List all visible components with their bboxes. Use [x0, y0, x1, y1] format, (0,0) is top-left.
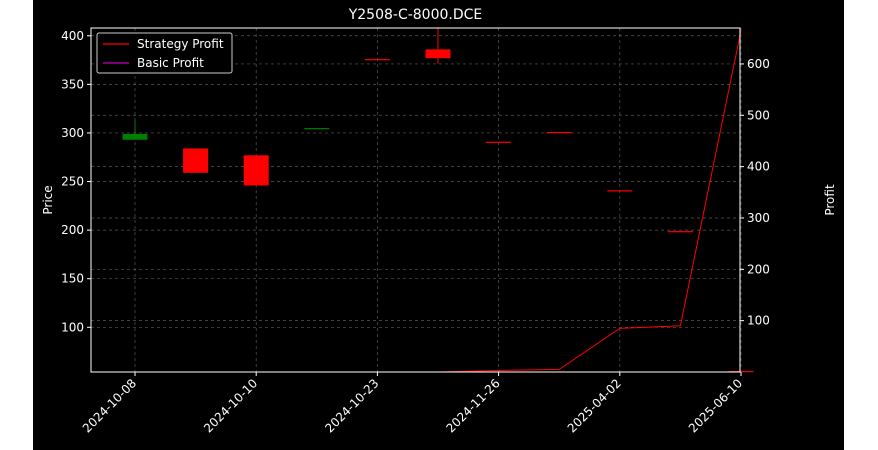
y-left-tick-label: 150 [61, 272, 84, 286]
y-left-tick-label: 250 [61, 175, 84, 189]
x-tick-label: 2024-10-23 [322, 376, 381, 435]
legend-label: Strategy Profit [137, 37, 224, 51]
x-tick-label: 2025-06-10 [686, 376, 745, 435]
y-left-tick-label: 200 [61, 223, 84, 237]
candle-body [364, 59, 390, 61]
candle-body [122, 133, 148, 140]
candle-body [304, 128, 330, 130]
candle-layer [122, 28, 754, 373]
y-right-tick-label: 600 [747, 57, 770, 71]
x-tick-label: 2024-11-26 [444, 376, 503, 435]
x-tick-label: 2024-10-08 [80, 376, 139, 435]
chart-figure: 2024-10-08 2024-10-10 2024-10-23 2024-11-26… [33, 0, 844, 450]
y-left-tick-label: 400 [61, 29, 84, 43]
y-right-tick-label: 500 [747, 108, 770, 122]
candle-body [183, 148, 209, 173]
grid-layer [91, 28, 742, 372]
y-axis-label-left: Price [41, 185, 55, 214]
y-right-tick-label: 400 [747, 160, 770, 174]
legend: Strategy Profit Basic Profit [96, 32, 233, 74]
plot-frame [90, 27, 741, 373]
legend-box [96, 32, 233, 74]
legend-label: Basic Profit [137, 56, 204, 70]
y-left-tick-label: 100 [61, 320, 84, 334]
candle-body [546, 131, 572, 134]
y-left-tick-label: 350 [61, 77, 84, 91]
x-tick-label: 2025-04-02 [565, 376, 624, 435]
axis-layer: 2024-10-08 2024-10-10 2024-10-23 2024-11-26… [61, 29, 770, 436]
candlestick-profit-chart: 2024-10-08 2024-10-10 2024-10-23 2024-11-26… [41, 7, 837, 436]
y-right-tick-label: 100 [747, 314, 770, 328]
chart-title: Y2508-C-8000.DCE [348, 7, 483, 23]
candle-body [425, 49, 451, 59]
x-tick-label: 2024-10-10 [201, 376, 260, 435]
y-right-tick-label: 200 [747, 262, 770, 276]
y-axis-label-right: Profit [823, 184, 837, 216]
candle-body [607, 190, 633, 192]
candle-body [486, 141, 512, 143]
y-right-tick-label: 300 [747, 211, 770, 225]
candle-body [243, 155, 269, 186]
candle-body [667, 231, 693, 233]
y-left-tick-label: 300 [61, 126, 84, 140]
